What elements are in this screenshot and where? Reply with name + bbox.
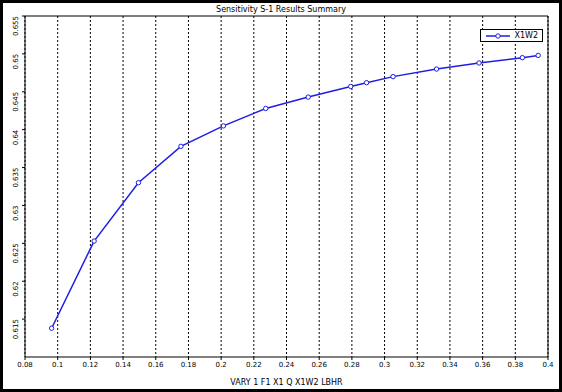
svg-text:0.4: 0.4 [542, 361, 554, 369]
svg-text:0.655: 0.655 [12, 16, 20, 36]
svg-text:0.625: 0.625 [12, 243, 20, 263]
svg-text:0.26: 0.26 [311, 361, 327, 369]
svg-text:0.635: 0.635 [12, 168, 20, 188]
svg-text:VARY 1 F1 X1 Q X1W2 LBHR: VARY 1 F1 X1 Q X1W2 LBHR [230, 378, 343, 387]
html-text:X1W2: X1W2 [514, 31, 538, 40]
svg-text:0.65: 0.65 [12, 54, 20, 70]
html-text:Sensitivity S-1 Results Summar: Sensitivity S-1 Results Summary [216, 5, 346, 14]
svg-text:0.38: 0.38 [508, 361, 524, 369]
svg-text:0.34: 0.34 [442, 361, 458, 369]
svg-text:0.28: 0.28 [344, 361, 360, 369]
svg-text:0.22: 0.22 [246, 361, 262, 369]
svg-text:0.14: 0.14 [115, 361, 131, 369]
svg-text:0.12: 0.12 [83, 361, 99, 369]
svg-text:0.16: 0.16 [148, 361, 164, 369]
svg-text:0.2: 0.2 [216, 361, 227, 369]
svg-text:0.615: 0.615 [12, 319, 20, 339]
svg-text:0.32: 0.32 [409, 361, 425, 369]
svg-text:0.36: 0.36 [475, 361, 491, 369]
svg-text:0.1: 0.1 [52, 361, 63, 369]
svg-text:0.64: 0.64 [12, 129, 20, 145]
svg-text:0.08: 0.08 [17, 361, 33, 369]
svg-text:0.3: 0.3 [379, 361, 390, 369]
svg-text:0.62: 0.62 [12, 281, 20, 297]
svg-text:0.63: 0.63 [12, 205, 20, 221]
svg-text:0.18: 0.18 [181, 361, 197, 369]
svg-text:0.645: 0.645 [12, 92, 20, 112]
svg-text:0.24: 0.24 [279, 361, 295, 369]
